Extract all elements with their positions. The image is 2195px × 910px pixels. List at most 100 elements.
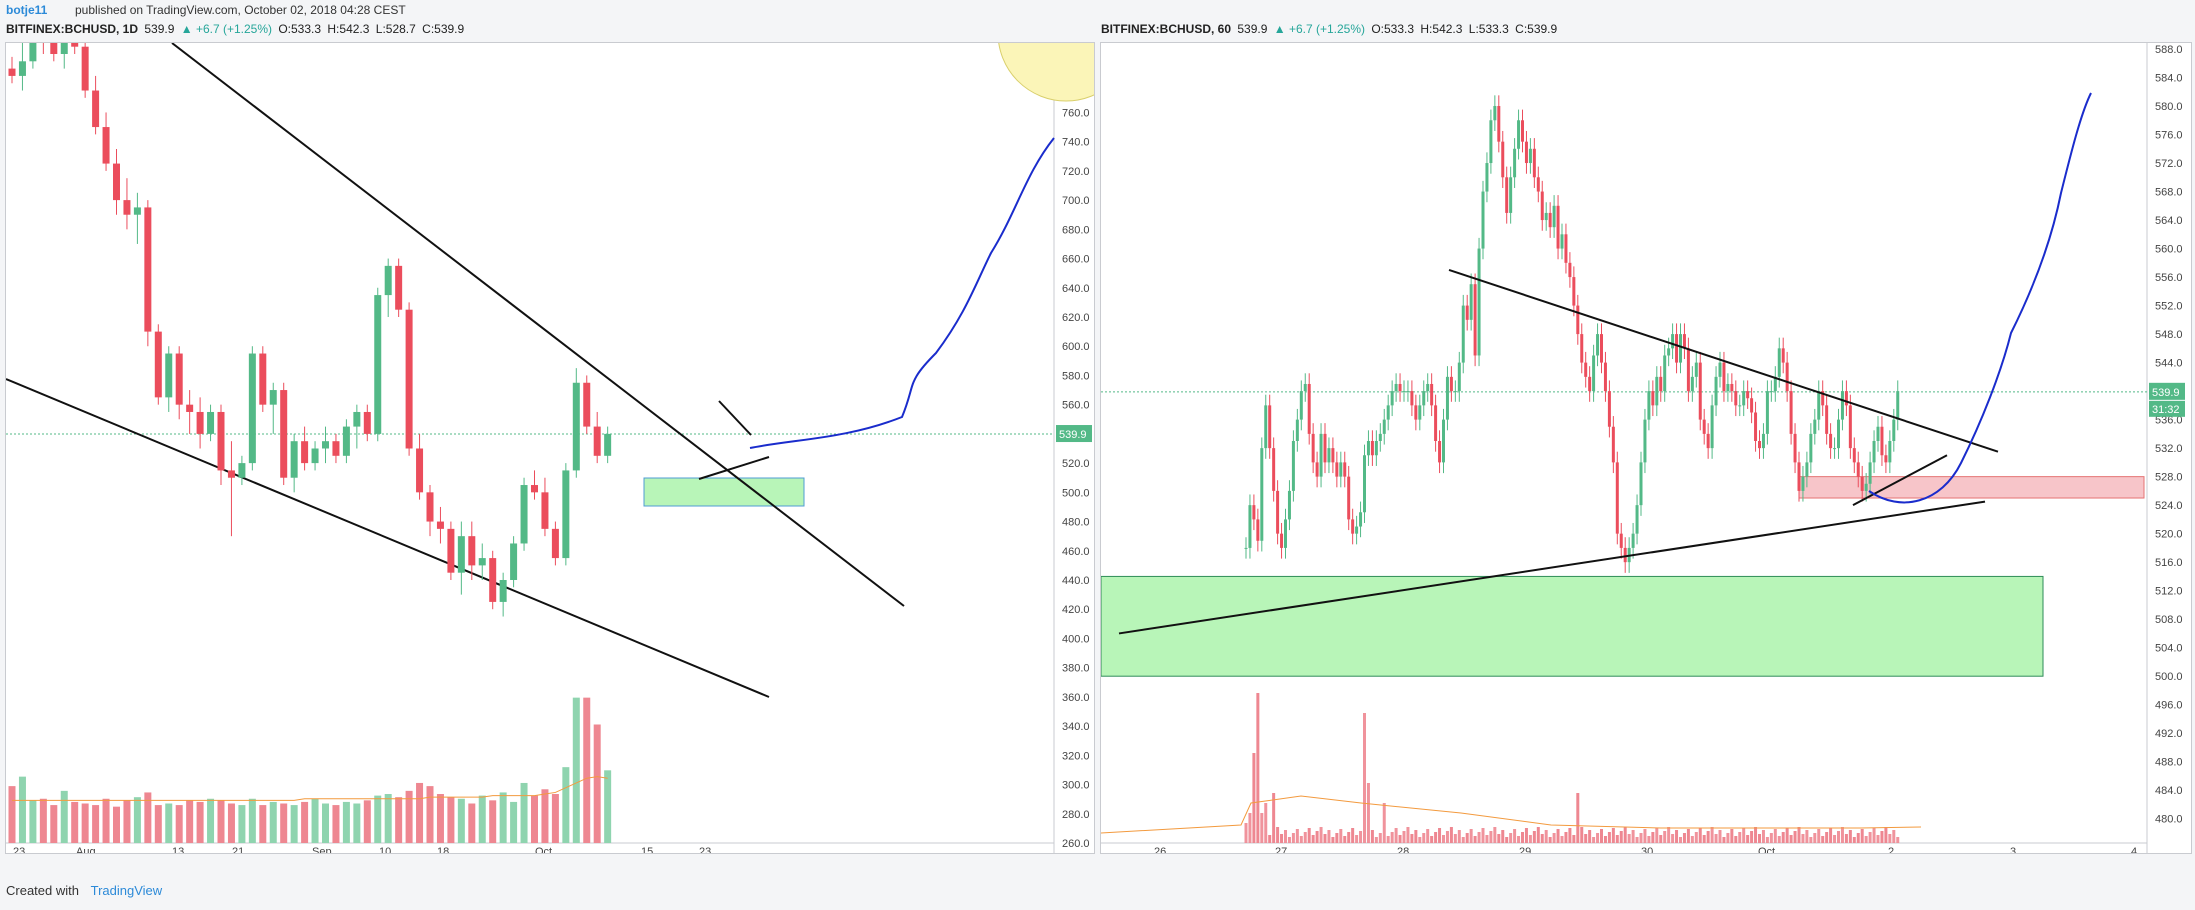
candle-body <box>1414 405 1418 420</box>
y-tick-label: 588.0 <box>2155 44 2183 56</box>
x-tick-label: 2 <box>1888 846 1894 853</box>
candle-body <box>1682 334 1686 349</box>
candle-body <box>1852 448 1856 463</box>
candle-body <box>499 580 507 602</box>
author-name[interactable]: botje11 <box>6 3 48 17</box>
y-tick-label: 460.0 <box>1062 546 1090 558</box>
volume-bar <box>1477 832 1481 843</box>
volume-bar <box>572 697 580 843</box>
volume-bar <box>1880 831 1884 843</box>
y-tick-label: 556.0 <box>2155 272 2183 284</box>
candle-body <box>165 353 173 398</box>
volume-bar <box>1528 835 1532 843</box>
candle-body <box>1837 419 1840 449</box>
volume-bar <box>531 795 538 843</box>
volume-bar <box>1248 813 1252 843</box>
volume-bar <box>1481 828 1485 843</box>
volume-bar <box>18 776 26 843</box>
candle-body <box>1343 462 1347 477</box>
y-tick-label: 512.0 <box>2155 586 2183 598</box>
forecast-path <box>1868 92 2092 504</box>
candle-body <box>1307 383 1311 434</box>
candle-body <box>322 441 329 449</box>
volume-bar <box>468 803 476 843</box>
candle-body <box>1264 405 1268 449</box>
y-tick-label: 560.0 <box>1062 400 1090 412</box>
candle-body <box>1497 106 1501 142</box>
volume-bar <box>436 794 444 843</box>
y-tick-label: 260.0 <box>1062 838 1090 850</box>
x-tick-label: 15 <box>641 846 653 853</box>
candle-body <box>1722 362 1726 392</box>
candle-body <box>1848 405 1852 449</box>
volume-bar <box>363 800 371 843</box>
candle-body <box>1596 334 1600 356</box>
volume-bar <box>1797 827 1801 843</box>
candle-body <box>1382 419 1386 434</box>
last-price-label-bg <box>2149 382 2185 400</box>
candle-body <box>1532 148 1536 178</box>
candle-body <box>1643 419 1647 463</box>
candle-body <box>1580 334 1584 363</box>
candle-body <box>1481 191 1485 249</box>
candle-body <box>1576 305 1580 335</box>
volume-bar <box>1351 828 1355 843</box>
volume-bar <box>322 803 329 843</box>
candle-body <box>144 207 152 332</box>
candle-body <box>426 492 434 522</box>
volume-bar <box>1679 837 1682 843</box>
volume-bar <box>1406 827 1410 843</box>
right-chart-svg[interactable]: 588.0 584.0 580.0 576.0 572.0 568.0 564.0 560.0… <box>1100 43 2191 858</box>
candle-body <box>1489 120 1493 164</box>
volume-bar <box>1442 835 1445 843</box>
candle-body <box>1406 391 1410 393</box>
volume-bar <box>457 798 465 843</box>
tradingview-logo-link[interactable]: TradingView <box>90 883 163 898</box>
volume-bar <box>196 801 204 843</box>
left-chart-pane[interactable]: 800.0780.0760.0740.0720.0700.0680.0660.0… <box>5 0 1135 858</box>
volume-bar <box>541 789 549 843</box>
volume-ma-line <box>12 776 608 801</box>
volume-bar <box>1493 827 1497 843</box>
volume-bar <box>1761 830 1765 843</box>
volume-bar <box>1517 836 1521 843</box>
left-chart-svg[interactable]: 800.0780.0760.0740.0720.0700.0680.0660.0… <box>5 0 1135 858</box>
candle-body <box>1572 277 1576 306</box>
volume-bar <box>186 800 194 843</box>
x-tick-label: Aug <box>76 846 96 853</box>
candle-body <box>92 90 100 128</box>
candle-body <box>405 309 413 449</box>
candle-body <box>1355 526 1359 534</box>
volume-bar <box>1323 834 1327 843</box>
candle-body <box>1603 362 1607 392</box>
candle-body <box>1619 533 1623 548</box>
right-chart-pane[interactable]: 588.0 584.0 580.0 576.0 572.0 568.0 564.0 560.0… <box>1100 42 2192 858</box>
y-tick-label: 508.0 <box>2155 614 2183 626</box>
volume-bar <box>280 803 288 843</box>
candle-body <box>551 528 559 559</box>
candle-body <box>1426 383 1430 392</box>
change: ▲ +6.7 (+1.25%) <box>1273 22 1365 36</box>
volume-bar <box>416 782 424 843</box>
volume-bar <box>1434 832 1438 843</box>
volume-bar <box>1453 834 1457 843</box>
candle-body <box>238 463 246 478</box>
volume-bar <box>1698 828 1702 843</box>
candle-body <box>1655 376 1659 406</box>
volume-bar <box>1552 833 1556 843</box>
volume-bar <box>520 782 528 843</box>
candle-body <box>217 411 225 471</box>
candle-body <box>1280 533 1284 548</box>
volume-bar <box>1307 828 1311 843</box>
candle-body <box>384 265 392 296</box>
candle-body <box>363 411 371 434</box>
y-tick-label: 484.0 <box>2155 785 2183 797</box>
y-tick-label: 520.0 <box>1062 458 1090 470</box>
volume-bar <box>1394 828 1398 843</box>
candle-body <box>1631 533 1635 548</box>
volume-bar <box>1311 835 1315 843</box>
candle-body <box>1517 120 1521 149</box>
candle-body <box>593 426 601 456</box>
candle-body <box>1702 419 1706 434</box>
candle-body <box>1284 519 1287 548</box>
